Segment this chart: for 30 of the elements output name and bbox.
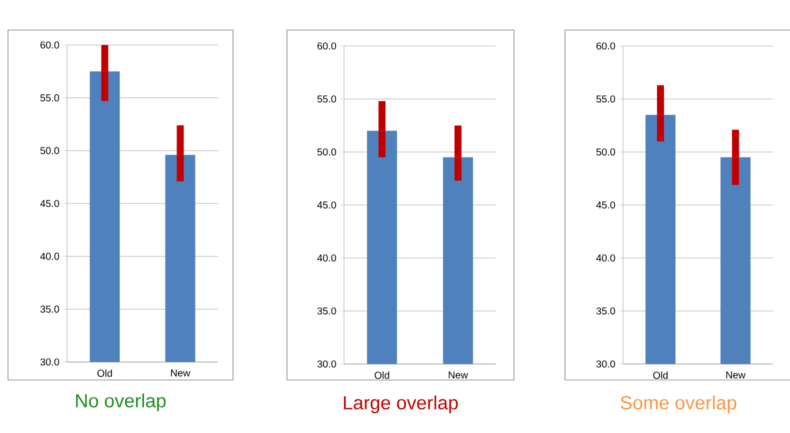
x-tick-label: New <box>726 372 746 378</box>
text: Some overlap <box>620 396 736 414</box>
y-tick-label: 35.0 <box>40 306 60 313</box>
y-tick-label: 45.0 <box>40 200 60 208</box>
y-tick-label: 30.0 <box>596 360 616 368</box>
y-tick-label: 45.0 <box>596 201 616 209</box>
text: Large overlap <box>344 396 458 414</box>
y-tick-label: 45.0 <box>317 201 336 209</box>
y-tick-label: 40.0 <box>596 254 616 262</box>
y-tick-label: 50.0 <box>317 148 336 156</box>
y-tick-label: 60.0 <box>40 41 60 49</box>
y-tick-label: 55.0 <box>40 94 60 102</box>
y-tick-label: 30.0 <box>40 358 60 366</box>
y-tick-label: 35.0 <box>596 307 616 315</box>
x-tick-label: Old <box>374 372 390 379</box>
x-tick-label: Old <box>97 370 112 377</box>
y-tick-label: 55.0 <box>317 95 336 103</box>
y-tick-label: 30.0 <box>317 360 336 368</box>
y-tick-label: 40.0 <box>40 252 60 260</box>
y-tick-label: 50.0 <box>40 147 60 154</box>
y-tick-label: 55.0 <box>596 95 616 103</box>
x-tick-label: New <box>171 370 190 376</box>
y-tick-label: 40.0 <box>317 254 336 262</box>
x-tick-label: New <box>448 372 468 378</box>
text: No overlap <box>76 394 166 412</box>
x-tick-label: Old <box>653 372 668 379</box>
y-tick-label: 60.0 <box>318 42 336 50</box>
y-tick-label: 35.0 <box>317 307 336 315</box>
y-tick-label: 50.0 <box>596 148 616 156</box>
y-tick-label: 60.0 <box>596 42 616 50</box>
